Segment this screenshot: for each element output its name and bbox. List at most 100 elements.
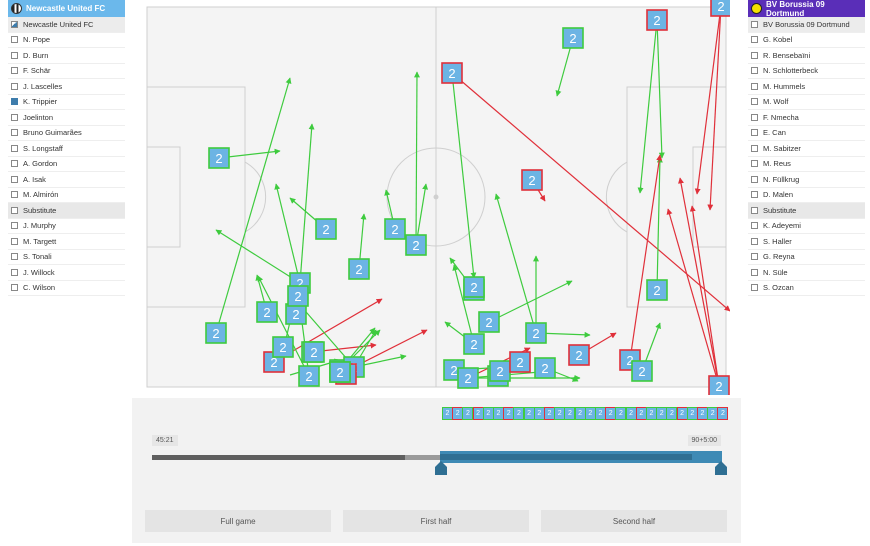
player-checkbox[interactable] xyxy=(751,253,758,261)
away-player-row[interactable]: E. Can xyxy=(748,126,865,141)
player-checkbox[interactable] xyxy=(11,20,18,28)
player-checkbox[interactable] xyxy=(11,51,18,59)
player-checkbox[interactable] xyxy=(11,98,18,106)
player-checkbox[interactable] xyxy=(751,284,758,292)
home-player-row[interactable]: J. Willock xyxy=(8,265,125,281)
away-player-row[interactable]: N. Schlotterbeck xyxy=(748,64,865,79)
home-player-row[interactable]: M. Almirón xyxy=(8,188,125,203)
away-player-row[interactable]: S. Haller xyxy=(748,234,865,250)
completed-pass-marker[interactable]: 2 xyxy=(405,234,427,256)
home-player-row[interactable]: F. Schär xyxy=(8,64,125,79)
player-checkbox[interactable] xyxy=(751,268,758,276)
player-checkbox[interactable] xyxy=(751,206,758,214)
completed-pass-marker[interactable]: 2 xyxy=(463,276,485,298)
player-checkbox[interactable] xyxy=(11,222,18,230)
player-checkbox[interactable] xyxy=(11,206,18,214)
first-half-button[interactable]: First half xyxy=(343,510,529,532)
completed-pass-marker[interactable]: 2 xyxy=(525,322,547,344)
second-half-button[interactable]: Second half xyxy=(541,510,727,532)
failed-pass-marker[interactable]: 2 xyxy=(509,351,531,373)
home-player-row[interactable]: M. Targett xyxy=(8,234,125,250)
player-checkbox[interactable] xyxy=(751,67,758,75)
completed-pass-marker[interactable]: 2 xyxy=(463,333,485,355)
away-player-row[interactable]: M. Hummels xyxy=(748,79,865,95)
home-player-row[interactable]: Newcastle United FC xyxy=(8,17,125,33)
away-player-row[interactable]: K. Adeyemi xyxy=(748,219,865,234)
failed-pass-marker[interactable]: 2 xyxy=(521,169,543,191)
away-player-row[interactable]: S. Ozcan xyxy=(748,281,865,296)
away-player-row[interactable]: R. Bensebaïni xyxy=(748,48,865,64)
away-player-row[interactable]: BV Borussia 09 Dortmund xyxy=(748,17,865,33)
failed-pass-marker[interactable]: 2 xyxy=(710,0,730,17)
away-player-row[interactable]: Substitute xyxy=(748,203,865,219)
player-checkbox[interactable] xyxy=(751,175,758,183)
player-checkbox[interactable] xyxy=(11,36,18,44)
away-player-row[interactable]: M. Sabitzer xyxy=(748,141,865,157)
away-player-row[interactable]: M. Wolf xyxy=(748,95,865,110)
player-checkbox[interactable] xyxy=(751,160,758,168)
player-checkbox[interactable] xyxy=(11,113,18,121)
player-checkbox[interactable] xyxy=(751,51,758,59)
away-player-row[interactable]: G. Kobel xyxy=(748,33,865,48)
home-player-row[interactable]: A. Gordon xyxy=(8,157,125,172)
player-checkbox[interactable] xyxy=(11,284,18,292)
player-checkbox[interactable] xyxy=(11,191,18,199)
completed-pass-marker[interactable]: 2 xyxy=(287,285,309,307)
completed-pass-marker[interactable]: 2 xyxy=(457,367,479,389)
failed-pass-marker[interactable]: 2 xyxy=(646,9,668,31)
player-checkbox[interactable] xyxy=(11,144,18,152)
failed-pass-marker[interactable]: 2 xyxy=(441,62,463,84)
player-checkbox[interactable] xyxy=(751,20,758,28)
completed-pass-marker[interactable]: 2 xyxy=(489,360,511,382)
away-player-row[interactable]: N. Süle xyxy=(748,265,865,281)
player-checkbox[interactable] xyxy=(751,191,758,199)
player-checkbox[interactable] xyxy=(11,129,18,137)
player-checkbox[interactable] xyxy=(751,129,758,137)
home-player-row[interactable]: Substitute xyxy=(8,203,125,219)
home-player-row[interactable]: Bruno Guimarães xyxy=(8,126,125,141)
player-checkbox[interactable] xyxy=(11,268,18,276)
completed-pass-marker[interactable]: 2 xyxy=(478,311,500,333)
completed-pass-marker[interactable]: 2 xyxy=(315,218,337,240)
completed-pass-marker[interactable]: 2 xyxy=(256,301,278,323)
player-checkbox[interactable] xyxy=(751,113,758,121)
range-end-handle[interactable] xyxy=(715,461,727,475)
home-player-row[interactable]: S. Tonali xyxy=(8,250,125,265)
home-player-row[interactable]: N. Pope xyxy=(8,33,125,48)
completed-pass-marker[interactable]: 2 xyxy=(205,322,227,344)
home-player-row[interactable]: K. Trippier xyxy=(8,95,125,110)
completed-pass-marker[interactable]: 2 xyxy=(534,357,556,379)
player-checkbox[interactable] xyxy=(751,222,758,230)
range-start-handle[interactable] xyxy=(435,461,447,475)
away-player-row[interactable]: D. Malen xyxy=(748,188,865,203)
completed-pass-marker[interactable]: 2 xyxy=(384,218,406,240)
completed-pass-marker[interactable]: 2 xyxy=(208,147,230,169)
completed-pass-marker[interactable]: 2 xyxy=(303,341,325,363)
away-player-row[interactable]: M. Reus xyxy=(748,157,865,172)
home-player-row[interactable]: D. Burn xyxy=(8,48,125,64)
completed-pass-marker[interactable]: 2 xyxy=(298,365,320,387)
timeline-track[interactable] xyxy=(152,455,721,460)
player-checkbox[interactable] xyxy=(751,82,758,90)
player-checkbox[interactable] xyxy=(751,98,758,106)
player-checkbox[interactable] xyxy=(11,175,18,183)
player-checkbox[interactable] xyxy=(751,237,758,245)
player-checkbox[interactable] xyxy=(751,144,758,152)
player-checkbox[interactable] xyxy=(11,160,18,168)
timeline-selected-range[interactable] xyxy=(440,451,722,463)
away-player-row[interactable]: F. Nmecha xyxy=(748,110,865,126)
home-player-row[interactable]: Joelinton xyxy=(8,110,125,126)
completed-pass-marker[interactable]: 2 xyxy=(329,361,351,383)
timeline-event-marker[interactable]: 2 xyxy=(717,407,729,420)
home-player-row[interactable]: J. Murphy xyxy=(8,219,125,234)
player-checkbox[interactable] xyxy=(11,253,18,261)
failed-pass-marker[interactable]: 2 xyxy=(708,375,730,395)
completed-pass-marker[interactable]: 2 xyxy=(631,360,653,382)
player-checkbox[interactable] xyxy=(11,82,18,90)
away-player-row[interactable]: N. Füllkrug xyxy=(748,172,865,188)
away-player-row[interactable]: G. Reyna xyxy=(748,250,865,265)
player-checkbox[interactable] xyxy=(751,36,758,44)
player-checkbox[interactable] xyxy=(11,237,18,245)
completed-pass-marker[interactable]: 2 xyxy=(562,27,584,49)
